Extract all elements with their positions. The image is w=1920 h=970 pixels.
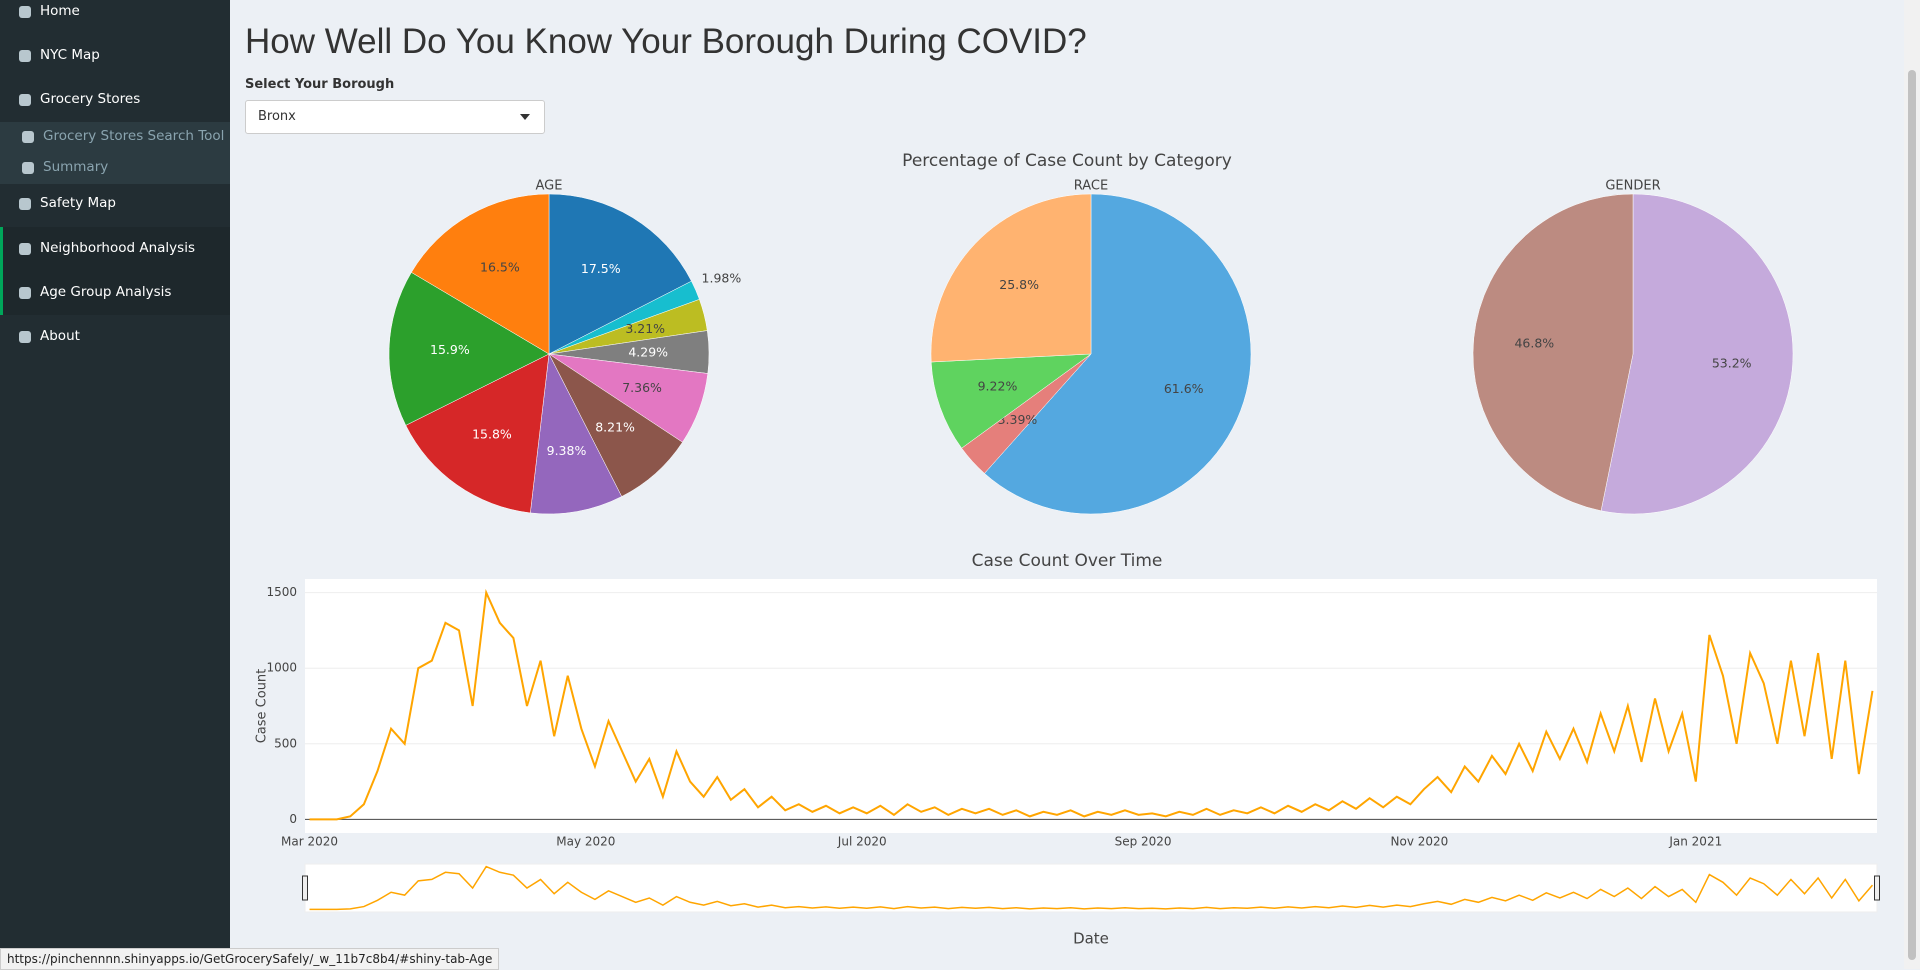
active-item-bg (0, 227, 230, 271)
borough-select[interactable]: Bronx (245, 100, 545, 134)
nav-icon (22, 131, 34, 143)
pie-slice (411, 193, 550, 355)
slice-label: 61.6% (1164, 381, 1204, 396)
nav-item[interactable]: Neighborhood Analysis (40, 240, 195, 256)
pie-title: GENDER (1605, 179, 1660, 194)
slice-label: 17.5% (581, 261, 621, 276)
nav-icon (19, 94, 31, 106)
nav-icon (19, 50, 31, 62)
nav-item[interactable]: NYC Map (40, 47, 100, 63)
nav-icon (22, 162, 34, 174)
x-tick-label: Mar 2020 (281, 835, 338, 849)
nav-icon (19, 198, 31, 210)
nav-icon (19, 243, 31, 255)
nav-icon (19, 6, 31, 18)
slice-label: 9.22% (978, 379, 1018, 394)
y-axis-label: Case Count (255, 669, 270, 744)
nav-item[interactable]: About (40, 328, 80, 344)
nav-item[interactable]: Summary (43, 159, 109, 175)
nav-item[interactable]: Safety Map (40, 195, 116, 211)
slice-label: 3.21% (625, 321, 665, 336)
sidebar: Home NYC Map Grocery Stores Grocery Stores … (0, 0, 230, 969)
pie-slice (930, 353, 1092, 449)
pies-title: Percentage of Case Count by Category (902, 151, 1232, 171)
slice-label: 4.29% (628, 344, 668, 359)
pie-slice (1472, 193, 1634, 512)
pie-slice (405, 353, 550, 514)
line (309, 588, 1874, 821)
pie-title: AGE (536, 179, 563, 194)
active-item-bg (0, 271, 230, 315)
nav-icon (19, 331, 31, 343)
slice-label: 8.21% (595, 419, 635, 434)
pie-title: RACE (1074, 179, 1108, 194)
pie-slice (530, 353, 623, 515)
nav-icon (19, 287, 31, 299)
scroll-thumb[interactable] (1908, 70, 1916, 960)
x-tick-label: May 2020 (556, 835, 615, 849)
x-tick-label: Nov 2020 (1391, 835, 1449, 849)
range-handle[interactable] (1874, 875, 1880, 901)
slice-label: 1.98% (702, 270, 742, 285)
slice-label: 53.2% (1712, 355, 1752, 370)
slice-label: 3.39% (998, 412, 1038, 427)
y-tick-label: 500 (274, 736, 297, 750)
slice-label: 16.5% (480, 259, 520, 274)
page-title: How Well Do You Know Your Borough During… (245, 22, 1087, 61)
pie-slice (1600, 193, 1794, 515)
pie-slice (548, 193, 692, 355)
status-bar: https://pinchennnn.shinyapps.io/GetGroce… (0, 948, 500, 970)
slice-label: 25.8% (999, 277, 1039, 292)
nav-item[interactable]: Grocery Stores Search Tool (43, 128, 225, 144)
submenu (0, 122, 230, 184)
range-line (309, 865, 1874, 911)
select-value: Bronx (258, 109, 296, 124)
y-tick-label: 1000 (266, 661, 297, 675)
y-tick-label: 1500 (266, 585, 297, 599)
x-tick-label: Jan 2021 (1668, 835, 1722, 849)
y-tick-label: 0 (289, 812, 297, 826)
pie-slice (930, 193, 1092, 363)
slice-label: 9.38% (547, 443, 587, 458)
slice-label: 7.36% (622, 380, 662, 395)
nav-item[interactable]: Age Group Analysis (40, 284, 172, 300)
slice-label: 15.9% (430, 342, 470, 357)
chart-title: Case Count Over Time (972, 551, 1163, 571)
pie-slice (388, 272, 550, 426)
nav-item[interactable]: Home (40, 3, 80, 19)
pie-slice (984, 193, 1252, 515)
nav-item[interactable]: Grocery Stores (40, 91, 141, 107)
select-label: Select Your Borough (245, 77, 395, 92)
x-tick-label: Sep 2020 (1115, 835, 1172, 849)
range-slider (304, 863, 1878, 913)
plot-area (305, 579, 1877, 833)
caret (520, 114, 530, 120)
slice-label: 46.8% (1514, 336, 1554, 351)
range-handle[interactable] (302, 875, 308, 901)
x-tick-label: Jul 2020 (837, 835, 887, 849)
scrollbar[interactable] (1904, 0, 1920, 969)
x-axis-label: Date (1073, 930, 1109, 948)
slice-label: 15.8% (472, 427, 512, 442)
